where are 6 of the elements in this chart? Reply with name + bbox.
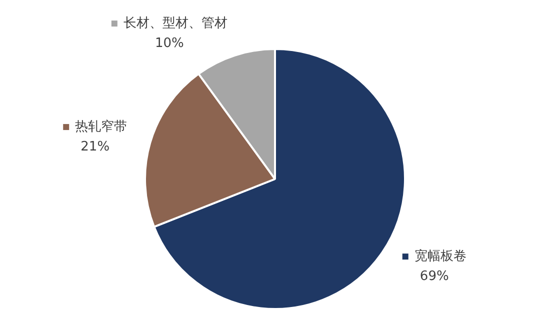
data-label: 21% <box>80 139 110 154</box>
data-label: 10% <box>154 36 184 51</box>
legend-label: 宽幅板卷 <box>414 248 466 264</box>
legend-label: 长材、型材、管材 <box>123 16 228 31</box>
data-label: 69% <box>420 268 449 284</box>
legend-label: 热轧窄带 <box>75 119 128 134</box>
